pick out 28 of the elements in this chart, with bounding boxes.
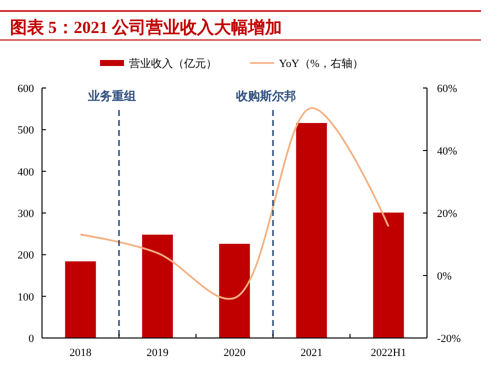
bar <box>219 244 250 338</box>
x-tick-label: 2022H1 <box>370 347 406 359</box>
bar <box>296 123 327 338</box>
x-tick-label: 2019 <box>146 347 169 359</box>
y-tick-label: 100 <box>18 291 34 304</box>
y2-tick-label: 40% <box>437 146 458 158</box>
y-tick-label: 400 <box>18 166 34 178</box>
y2-tick-label: 0% <box>437 270 452 282</box>
annotation: 收购斯尔邦 <box>236 89 296 103</box>
bar <box>373 212 404 338</box>
annotation: 业务重组 <box>87 89 136 103</box>
y2-tick-label: 20% <box>437 208 458 220</box>
y-tick-label: 200 <box>18 250 34 262</box>
bar <box>142 234 173 338</box>
x-tick-label: 2018 <box>70 347 92 359</box>
line-series <box>80 107 390 300</box>
y2-tick-label: 60% <box>437 83 458 95</box>
y-tick-label: 0 <box>28 333 34 345</box>
x-tick-label: 2021 <box>300 347 322 359</box>
y-tick-label: 600 <box>18 83 34 95</box>
y2-tick-label: -20% <box>437 333 461 345</box>
y-tick-label: 500 <box>18 124 34 137</box>
x-tick-label: 2020 <box>224 347 246 359</box>
chart-title: 图表 5：2021 公司营业收入大幅增加 <box>10 18 282 37</box>
y-tick-label: 300 <box>18 208 34 220</box>
bar <box>65 261 96 338</box>
legend-label: YoY（%，右轴） <box>279 57 364 70</box>
legend-label: 营业收入（亿元） <box>129 57 217 70</box>
